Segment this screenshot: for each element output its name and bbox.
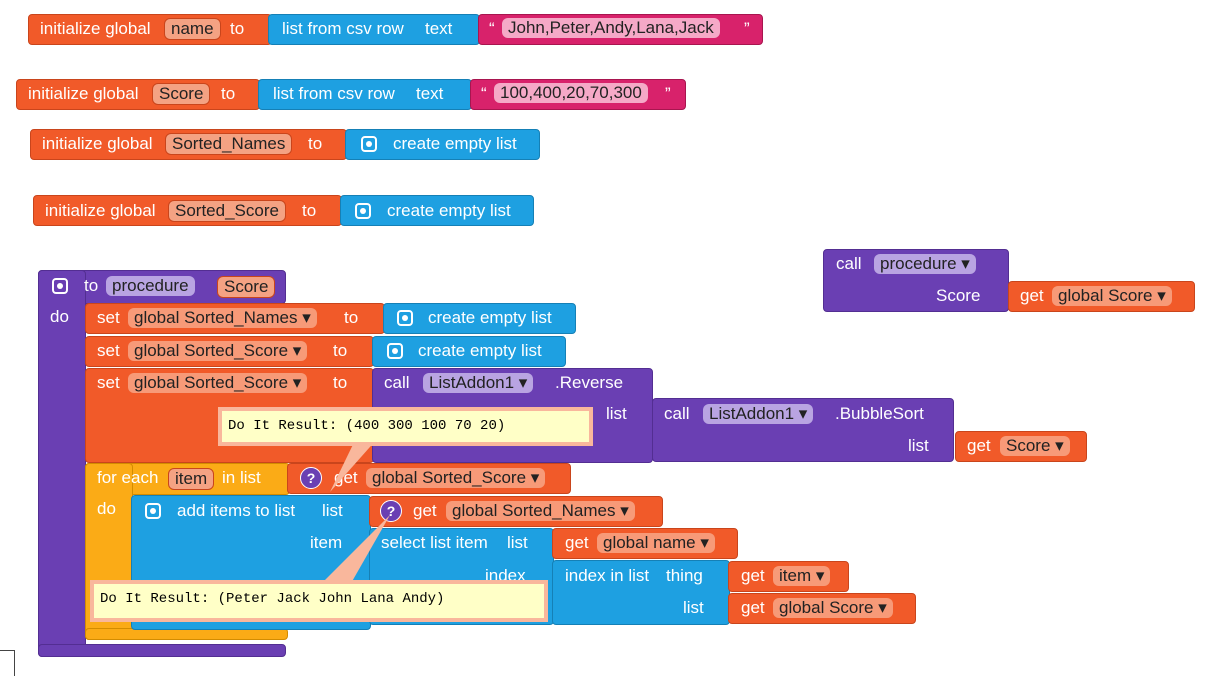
label: .Reverse — [555, 373, 624, 392]
label: “ — [489, 19, 495, 38]
init-block[interactable] — [16, 79, 260, 110]
label: create empty list — [393, 134, 517, 153]
label: add items to list — [177, 501, 296, 520]
label: call — [384, 373, 410, 392]
field[interactable]: Score — [152, 83, 211, 105]
label: to — [221, 84, 236, 103]
label: to — [308, 134, 323, 153]
field[interactable]: name — [164, 18, 221, 40]
label: get — [413, 501, 437, 520]
label: call — [664, 404, 690, 423]
label: call — [836, 254, 862, 273]
label: to — [230, 19, 245, 38]
field[interactable]: Sorted_Score — [168, 200, 286, 222]
label: initialize global — [28, 84, 139, 103]
dropdown[interactable]: procedure ▾ — [874, 254, 976, 274]
dropdown[interactable]: global Sorted_Score ▾ — [366, 468, 546, 488]
dropdown[interactable]: Score ▾ — [1000, 436, 1070, 456]
label: get — [741, 566, 765, 585]
label: do — [97, 499, 116, 518]
field[interactable]: John,Peter,Andy,Lana,Jack — [502, 18, 720, 38]
label: get — [565, 533, 589, 552]
label: do — [50, 307, 69, 326]
field[interactable]: Score — [217, 276, 276, 298]
procedure-foot — [38, 644, 286, 657]
label: text — [416, 84, 444, 103]
init-block[interactable] — [28, 14, 272, 45]
label: “ — [481, 84, 487, 103]
label: to — [302, 201, 317, 220]
label: thing — [666, 566, 703, 585]
label: list — [683, 598, 704, 617]
comment-pointer — [320, 515, 390, 585]
label: set — [97, 373, 120, 392]
list-block[interactable] — [372, 336, 566, 367]
gear-icon[interactable] — [52, 278, 68, 294]
dropdown[interactable]: global Sorted_Score ▾ — [128, 341, 308, 361]
label: list — [322, 501, 343, 520]
label: create empty list — [418, 341, 542, 360]
dropdown[interactable]: global Score ▾ — [773, 598, 893, 618]
label: get — [741, 598, 765, 617]
dropdown[interactable]: ListAddon1 ▾ — [423, 373, 534, 393]
label: list — [507, 533, 528, 552]
label: index in list — [565, 566, 650, 585]
csv-block[interactable] — [268, 14, 480, 45]
dropdown[interactable]: global Sorted_Score ▾ — [128, 373, 308, 393]
label: set — [97, 308, 120, 327]
label: set — [97, 341, 120, 360]
index-block[interactable] — [552, 560, 730, 625]
label: create empty list — [428, 308, 552, 327]
comment[interactable]: Do It Result: (Peter Jack John Lana Andy… — [90, 580, 548, 622]
list-block[interactable] — [340, 195, 534, 226]
gear-icon[interactable] — [355, 203, 371, 219]
label: in list — [222, 468, 261, 487]
label: list — [908, 436, 929, 455]
gear-icon[interactable] — [361, 136, 377, 152]
dropdown[interactable]: item ▾ — [773, 566, 831, 586]
label: select list item — [381, 533, 488, 552]
gear-icon[interactable] — [397, 310, 413, 326]
label: ” — [744, 19, 750, 38]
label: for each — [97, 468, 159, 487]
label: to — [333, 373, 348, 392]
label: Score — [936, 286, 981, 305]
label: list from csv row — [282, 19, 404, 38]
label: to — [84, 276, 99, 295]
dropdown[interactable]: global Sorted_Names ▾ — [446, 501, 635, 521]
label: .BubbleSort — [835, 404, 924, 423]
field[interactable]: item — [168, 468, 215, 490]
dropdown[interactable]: global Sorted_Names ▾ — [128, 308, 317, 328]
label: item — [310, 533, 343, 552]
label: initialize global — [42, 134, 153, 153]
comment[interactable]: Do It Result: (400 300 100 70 20) — [218, 407, 593, 446]
help-icon[interactable]: ? — [380, 500, 402, 522]
list-block[interactable] — [345, 129, 540, 160]
dropdown[interactable]: global Score ▾ — [1052, 286, 1172, 306]
label: to — [333, 341, 348, 360]
label: to — [344, 308, 359, 327]
label: list — [606, 404, 627, 423]
csv-block[interactable] — [258, 79, 472, 110]
label: list from csv row — [273, 84, 395, 103]
label: get — [967, 436, 991, 455]
gear-icon[interactable] — [145, 503, 161, 519]
field[interactable]: 100,400,20,70,300 — [494, 83, 648, 103]
label: ” — [665, 84, 671, 103]
label: create empty list — [387, 201, 511, 220]
label: get — [1020, 286, 1044, 305]
workspace-control[interactable] — [0, 650, 15, 676]
field[interactable]: Sorted_Names — [165, 133, 293, 155]
list-block[interactable] — [383, 303, 576, 334]
label: text — [425, 19, 453, 38]
gear-icon[interactable] — [387, 343, 403, 359]
dropdown[interactable]: global name ▾ — [597, 533, 715, 553]
help-icon[interactable]: ? — [300, 467, 322, 489]
field[interactable]: procedure — [106, 276, 195, 296]
label: initialize global — [45, 201, 156, 220]
dropdown[interactable]: ListAddon1 ▾ — [703, 404, 814, 424]
label: initialize global — [40, 19, 151, 38]
